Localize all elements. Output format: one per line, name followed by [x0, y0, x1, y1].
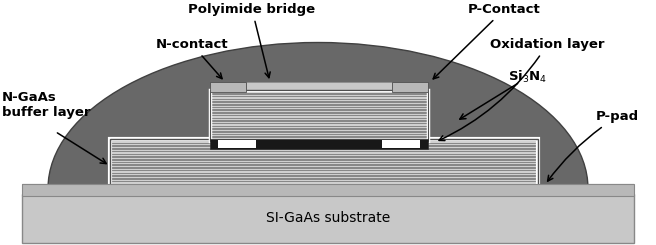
Text: SI-GaAs substrate: SI-GaAs substrate — [266, 211, 390, 225]
Ellipse shape — [48, 42, 588, 245]
FancyBboxPatch shape — [211, 134, 427, 135]
Text: Si$_3$N$_4$: Si$_3$N$_4$ — [508, 69, 547, 85]
FancyBboxPatch shape — [498, 185, 538, 195]
FancyBboxPatch shape — [211, 128, 427, 130]
FancyBboxPatch shape — [110, 139, 538, 186]
FancyBboxPatch shape — [210, 82, 246, 92]
FancyBboxPatch shape — [111, 162, 537, 163]
FancyBboxPatch shape — [111, 156, 537, 158]
FancyBboxPatch shape — [211, 126, 427, 127]
FancyBboxPatch shape — [211, 120, 427, 122]
FancyBboxPatch shape — [211, 110, 427, 111]
FancyBboxPatch shape — [111, 148, 537, 150]
FancyBboxPatch shape — [111, 178, 537, 180]
FancyBboxPatch shape — [211, 118, 427, 119]
FancyBboxPatch shape — [0, 194, 656, 245]
FancyBboxPatch shape — [22, 184, 634, 197]
FancyBboxPatch shape — [211, 96, 427, 98]
FancyBboxPatch shape — [211, 131, 427, 133]
FancyBboxPatch shape — [111, 181, 537, 182]
FancyBboxPatch shape — [22, 184, 634, 196]
FancyBboxPatch shape — [211, 101, 427, 103]
FancyBboxPatch shape — [392, 82, 428, 92]
FancyBboxPatch shape — [211, 123, 427, 124]
FancyBboxPatch shape — [111, 159, 537, 160]
Text: Oxidation layer: Oxidation layer — [439, 38, 604, 141]
FancyBboxPatch shape — [246, 82, 392, 89]
FancyBboxPatch shape — [210, 90, 428, 141]
Text: SI-GaAs substrate: SI-GaAs substrate — [266, 211, 390, 225]
Text: P-Contact: P-Contact — [433, 3, 541, 79]
FancyBboxPatch shape — [111, 143, 537, 144]
FancyBboxPatch shape — [211, 107, 427, 108]
FancyBboxPatch shape — [111, 154, 537, 155]
FancyBboxPatch shape — [110, 185, 150, 195]
FancyBboxPatch shape — [111, 164, 537, 166]
FancyBboxPatch shape — [634, 3, 656, 245]
FancyBboxPatch shape — [111, 175, 537, 177]
FancyBboxPatch shape — [211, 99, 427, 100]
FancyBboxPatch shape — [111, 173, 537, 174]
FancyBboxPatch shape — [0, 3, 22, 245]
FancyBboxPatch shape — [211, 90, 427, 92]
Text: N-GaAs
buffer layer: N-GaAs buffer layer — [2, 91, 91, 119]
Text: P-pad: P-pad — [548, 110, 639, 181]
FancyBboxPatch shape — [382, 140, 420, 148]
FancyBboxPatch shape — [210, 139, 428, 149]
FancyBboxPatch shape — [211, 93, 427, 95]
FancyBboxPatch shape — [111, 140, 537, 141]
FancyBboxPatch shape — [111, 151, 537, 152]
FancyBboxPatch shape — [211, 104, 427, 106]
FancyBboxPatch shape — [111, 145, 537, 147]
FancyBboxPatch shape — [111, 167, 537, 169]
FancyBboxPatch shape — [211, 112, 427, 114]
FancyBboxPatch shape — [111, 170, 537, 172]
FancyBboxPatch shape — [218, 140, 256, 148]
FancyBboxPatch shape — [211, 136, 427, 138]
Text: Polyimide bridge: Polyimide bridge — [188, 3, 316, 78]
FancyBboxPatch shape — [211, 115, 427, 116]
FancyBboxPatch shape — [22, 194, 634, 243]
Text: N-contact: N-contact — [155, 38, 228, 79]
FancyBboxPatch shape — [22, 194, 634, 243]
